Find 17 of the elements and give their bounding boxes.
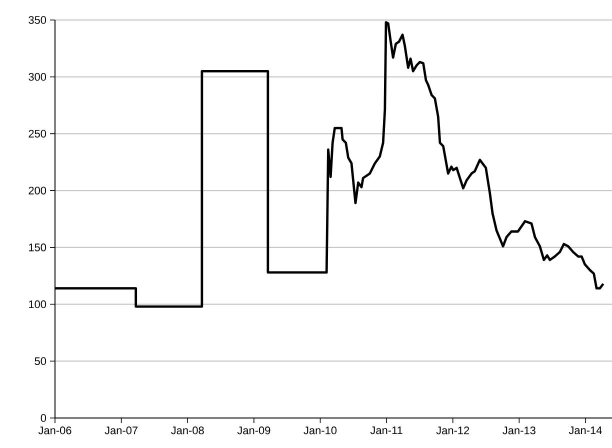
y-tick-label: 200 [28,186,46,194]
x-tick-label: Jan-10 [304,426,337,434]
y-tick-label: 100 [29,300,46,308]
x-tick-label: Jan-12 [436,426,470,434]
y-tick-label: 350 [28,16,46,24]
x-tick-label: Jan-14 [568,426,602,434]
x-tick-label: Jan-06 [38,426,72,434]
x-tick-label: Jan-08 [171,426,204,434]
y-tick-label: 0 [40,414,46,422]
x-tick-label: Jan-09 [237,426,270,434]
x-tick-label: Jan-11 [370,426,402,434]
x-tick-label: Jan-07 [104,426,138,434]
y-tick-label: 250 [28,130,46,138]
x-tick-label: Jan-13 [502,426,536,434]
y-tick-label: 150 [29,244,46,252]
y-tick-label: 300 [28,72,46,81]
y-tick-label: 50 [34,357,46,366]
